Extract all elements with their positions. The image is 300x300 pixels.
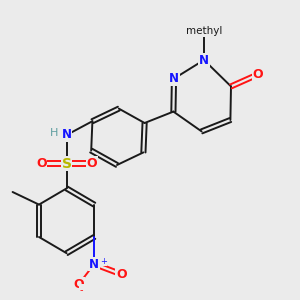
Text: +: + bbox=[100, 256, 106, 266]
Text: O: O bbox=[253, 68, 263, 81]
Text: N: N bbox=[169, 72, 179, 85]
Text: O: O bbox=[36, 157, 47, 170]
Text: H: H bbox=[50, 128, 58, 139]
Text: N: N bbox=[89, 257, 99, 271]
Text: methyl: methyl bbox=[186, 26, 222, 37]
Text: N: N bbox=[61, 128, 72, 142]
Text: O: O bbox=[116, 268, 127, 281]
Text: N: N bbox=[199, 53, 209, 67]
Text: O: O bbox=[73, 278, 84, 291]
Text: S: S bbox=[61, 157, 72, 170]
Text: -: - bbox=[80, 285, 83, 295]
Text: O: O bbox=[86, 157, 97, 170]
